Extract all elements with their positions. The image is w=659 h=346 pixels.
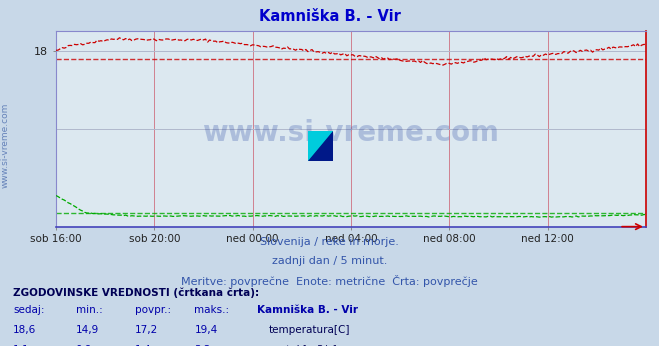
Text: 1,4: 1,4 [135,345,152,346]
Polygon shape [308,131,333,161]
Text: Kamniška B. - Vir: Kamniška B. - Vir [258,9,401,24]
Text: Slovenija / reke in morje.: Slovenija / reke in morje. [260,237,399,247]
Text: temperatura[C]: temperatura[C] [269,325,351,335]
Text: zadnji dan / 5 minut.: zadnji dan / 5 minut. [272,256,387,266]
Text: ZGODOVINSKE VREDNOSTI (črtkana črta):: ZGODOVINSKE VREDNOSTI (črtkana črta): [13,287,259,298]
Text: 3,2: 3,2 [194,345,211,346]
Text: 18,6: 18,6 [13,325,36,335]
Text: Meritve: povprečne  Enote: metrične  Črta: povprečje: Meritve: povprečne Enote: metrične Črta:… [181,275,478,287]
Text: sedaj:: sedaj: [13,305,45,315]
Text: 19,4: 19,4 [194,325,217,335]
Text: 1,1: 1,1 [13,345,30,346]
Text: povpr.:: povpr.: [135,305,171,315]
Text: min.:: min.: [76,305,103,315]
Text: www.si-vreme.com: www.si-vreme.com [1,103,10,188]
Text: pretok[m3/s]: pretok[m3/s] [269,345,337,346]
Text: 17,2: 17,2 [135,325,158,335]
Text: 0,9: 0,9 [76,345,92,346]
Text: 14,9: 14,9 [76,325,99,335]
Polygon shape [308,131,333,161]
Text: maks.:: maks.: [194,305,229,315]
Text: Kamniška B. - Vir: Kamniška B. - Vir [257,305,358,315]
Text: www.si-vreme.com: www.si-vreme.com [202,119,500,147]
